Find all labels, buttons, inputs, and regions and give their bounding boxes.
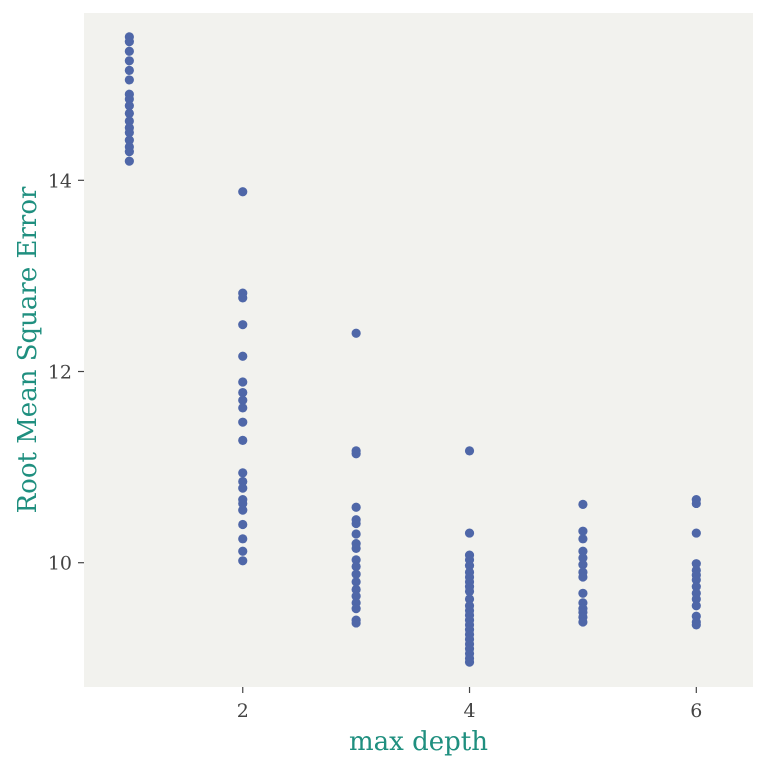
data-point [351,449,361,459]
data-point [238,187,248,197]
data-point [124,147,134,157]
data-point [124,37,134,47]
data-point [351,591,361,601]
x-axis-title: max depth [349,727,488,757]
data-point [691,601,701,611]
data-point [238,293,248,303]
data-point [124,108,134,118]
y-tick-label: 12 [48,362,72,384]
data-point [124,65,134,75]
data-point [238,468,248,478]
data-point [351,561,361,572]
data-point [238,556,248,566]
data-point [124,75,134,85]
data-point [351,518,361,529]
data-point [351,543,361,553]
data-point [238,387,248,398]
data-point [124,116,134,126]
data-point [351,555,361,565]
data-point [124,94,134,104]
data-point [124,101,134,111]
y-axis-title: Root Mean Square Error [13,186,43,513]
data-point [351,328,361,338]
data-point [124,56,134,66]
data-point [351,584,361,595]
data-point [691,594,701,604]
data-point [464,594,475,604]
data-point [351,502,361,512]
data-point [238,546,248,556]
x-tick-label: 4 [463,700,475,722]
data-point [124,135,134,145]
x-tick-label: 6 [690,700,702,722]
data-point [578,617,588,627]
data-point [691,620,701,630]
data-point [351,577,361,587]
data-point [238,417,248,427]
data-point [578,560,588,570]
data-point [238,534,248,544]
data-point [238,435,248,445]
data-point [351,618,361,628]
data-point [578,526,588,536]
data-point [351,569,361,579]
data-point [691,528,701,538]
data-point [238,476,248,487]
plot-panel [84,13,753,687]
data-point [124,46,134,56]
data-points [124,32,701,667]
data-point [691,559,701,569]
data-point [578,553,588,563]
data-point [464,657,475,667]
data-point [238,505,248,515]
data-point [238,498,248,509]
data-point [691,498,701,509]
data-point [238,320,248,330]
y-axis: 10 12 14 [48,170,84,575]
data-point [351,604,361,614]
data-point [238,395,248,405]
data-point [464,528,475,538]
data-point [464,586,475,596]
data-point [578,588,588,598]
x-tick-label: 2 [237,700,249,722]
data-point [464,560,475,571]
data-point [238,519,248,530]
y-tick-label: 10 [48,553,72,575]
data-point [578,499,588,509]
y-tick-label: 14 [48,170,72,192]
data-point [578,572,588,582]
x-axis: 2 4 6 [237,687,702,722]
data-point [691,582,701,592]
data-point [238,351,248,361]
data-point [351,529,361,539]
data-point [578,546,588,556]
data-point [578,534,588,544]
data-point [238,483,248,493]
data-point [124,156,134,166]
data-point [238,403,248,413]
data-point [124,127,134,138]
data-point [691,575,701,585]
data-point [238,377,248,387]
data-point [464,446,475,456]
